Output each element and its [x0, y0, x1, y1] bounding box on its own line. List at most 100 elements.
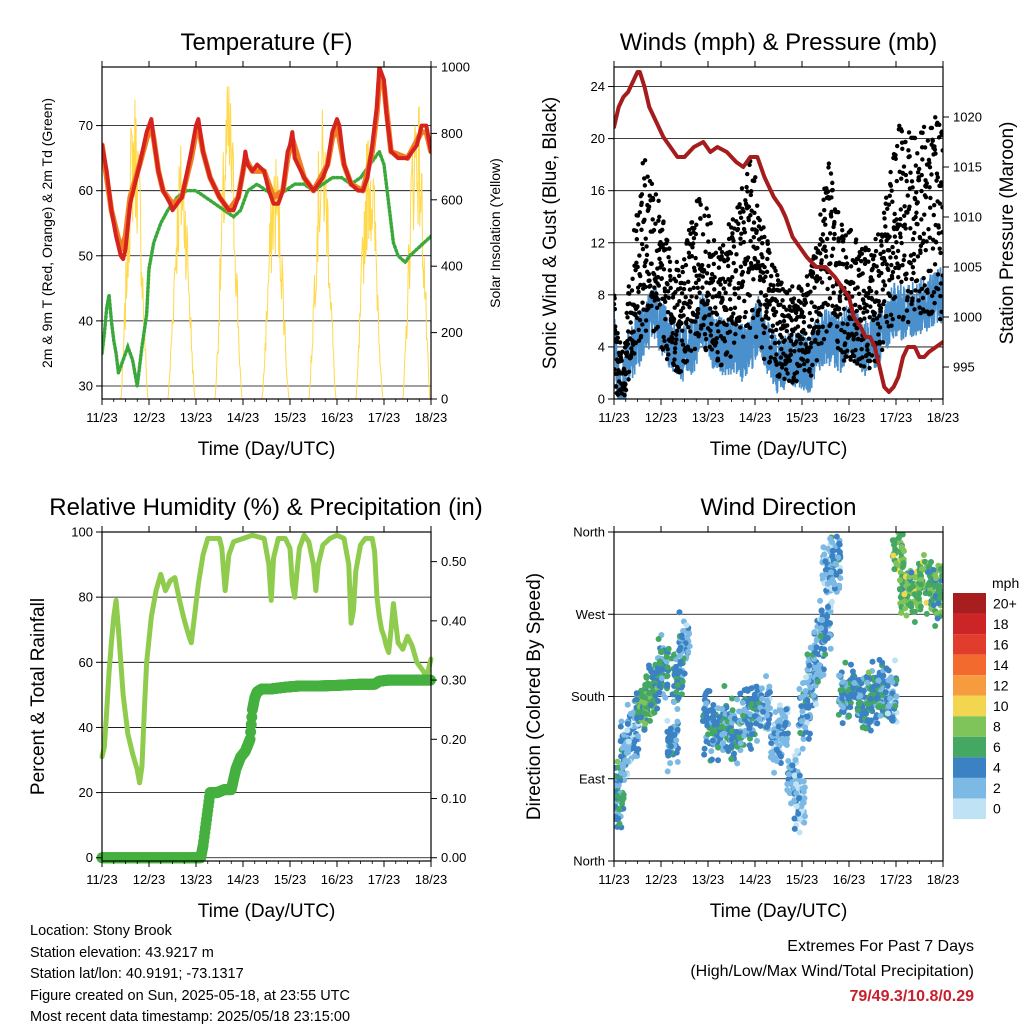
gust-point	[672, 350, 678, 355]
gust-point	[820, 324, 825, 329]
gust-point	[921, 124, 927, 130]
gust-point	[689, 294, 694, 299]
gust-point	[791, 375, 796, 380]
gust-point	[783, 367, 789, 372]
gust-point	[809, 340, 814, 346]
direction-point	[884, 710, 891, 717]
gust-point	[822, 216, 828, 222]
gust-point	[774, 299, 780, 304]
gust-point	[751, 235, 757, 240]
gust-point	[880, 261, 885, 267]
direction-point	[746, 725, 753, 732]
y-tick-label: 40	[79, 720, 93, 735]
direction-point	[760, 708, 767, 715]
gust-point	[782, 314, 787, 319]
direction-point	[776, 702, 783, 709]
direction-point	[812, 649, 819, 656]
direction-point	[740, 712, 747, 719]
gust-point	[861, 310, 866, 315]
gust-point	[813, 337, 818, 343]
gust-point	[862, 261, 868, 267]
gust-point	[888, 312, 894, 318]
direction-point	[818, 607, 825, 614]
direction-point	[925, 563, 932, 570]
gust-point	[928, 195, 933, 201]
gust-point	[745, 171, 750, 177]
gust-point	[798, 341, 803, 346]
direction-point	[703, 700, 710, 707]
gust-point	[715, 350, 720, 355]
direction-point	[801, 813, 808, 820]
temp-9m-line	[102, 77, 431, 253]
gust-point	[808, 289, 813, 294]
gust-point	[922, 212, 927, 217]
plot-area	[102, 67, 431, 399]
gust-point	[643, 328, 649, 333]
gust-point	[635, 264, 640, 270]
gust-point	[916, 298, 921, 303]
direction-point	[818, 616, 825, 623]
gust-point	[886, 202, 892, 207]
direction-point	[746, 742, 753, 749]
gust-point	[830, 303, 835, 309]
gust-point	[866, 247, 871, 253]
direction-point	[891, 566, 898, 573]
gust-series	[614, 115, 943, 398]
gust-point	[861, 364, 867, 369]
direction-point	[649, 674, 656, 681]
y2-tick-label: 1015	[953, 160, 982, 175]
direction-point	[759, 695, 766, 702]
gust-point	[683, 294, 688, 300]
gust-point	[782, 376, 787, 381]
humidity-precip-panel: 11/23 12/23 13/23 14/23 15/23 16/23 17/23 18/23…	[28, 494, 483, 922]
direction-point	[821, 551, 828, 558]
gust-point	[649, 290, 655, 295]
y-tick-label: 80	[79, 590, 93, 605]
gust-point	[889, 188, 894, 193]
gust-point	[623, 387, 629, 393]
gust-point	[773, 309, 779, 315]
gust-point	[883, 224, 888, 229]
gust-point	[679, 338, 685, 343]
gust-point	[660, 227, 665, 233]
direction-point	[701, 751, 708, 758]
direction-point	[892, 546, 899, 553]
colorbar-swatch	[953, 777, 986, 799]
gust-point	[698, 202, 703, 207]
gust-point	[905, 193, 910, 198]
gust-point	[841, 247, 846, 253]
gust-point	[831, 290, 836, 295]
gust-point	[693, 280, 699, 286]
direction-point	[796, 772, 803, 779]
gust-point	[647, 193, 652, 198]
colorbar-swatch	[953, 593, 986, 614]
gust-point	[668, 273, 673, 279]
gust-point	[634, 237, 640, 242]
gust-point	[726, 263, 731, 269]
gust-point	[684, 321, 689, 326]
gust-point	[638, 282, 643, 288]
gust-point	[719, 362, 724, 367]
direction-point	[900, 548, 907, 555]
gust-point	[795, 324, 801, 329]
gust-point	[890, 316, 895, 322]
direction-point	[645, 662, 652, 669]
gust-point	[640, 300, 645, 305]
direction-point	[614, 782, 619, 789]
gust-point	[865, 347, 870, 353]
direction-point	[655, 635, 662, 642]
direction-point	[815, 665, 822, 672]
gust-point	[636, 327, 641, 333]
gust-point	[904, 308, 910, 313]
gust-point	[687, 304, 692, 310]
direction-point	[634, 733, 641, 740]
gust-point	[738, 264, 744, 269]
direction-point	[776, 717, 783, 724]
colorbar-label: 16	[993, 636, 1009, 652]
colorbar-label: 4	[993, 760, 1001, 776]
gust-point	[732, 286, 737, 291]
gust-point	[889, 262, 894, 268]
gust-point	[732, 305, 738, 311]
gust-point	[770, 329, 775, 334]
direction-point	[868, 705, 875, 712]
